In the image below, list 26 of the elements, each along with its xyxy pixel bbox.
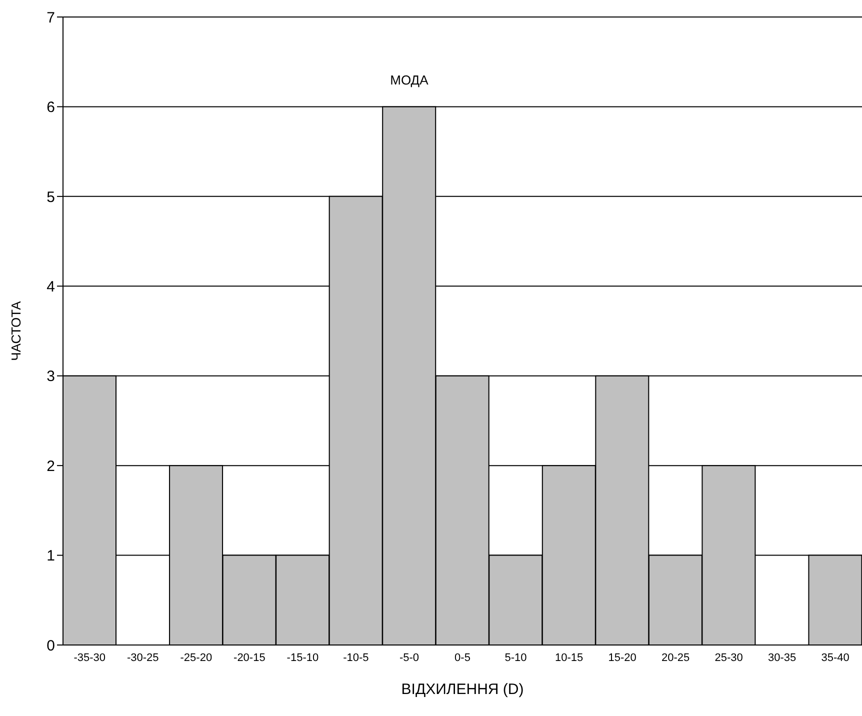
y-tick-label: 0 (46, 637, 55, 654)
y-tick-label: 1 (46, 548, 55, 565)
y-axis-title: ЧАСТОТА (8, 300, 24, 361)
x-axis-title: ВІДХИЛЕННЯ (D) (401, 681, 524, 698)
x-tick-label: -30-25 (127, 652, 159, 664)
x-tick-label: 20-25 (661, 652, 690, 664)
x-tick-label: -20-15 (234, 652, 266, 664)
y-tick-label: 6 (46, 99, 55, 116)
y-tick-label: 4 (46, 278, 55, 296)
x-tick-label: -25-20 (180, 652, 212, 664)
x-tick-label: 35-40 (821, 652, 850, 664)
x-tick-label: 25-30 (714, 652, 743, 664)
y-tick-label: 7 (46, 9, 55, 26)
y-tick-label: 5 (46, 188, 55, 206)
x-tick-label: -5-0 (399, 652, 420, 664)
x-tick-label: 5-10 (504, 652, 527, 664)
x-tick-label: 30-35 (768, 652, 796, 664)
annotation: МОДА (390, 72, 429, 88)
x-tick-label: -35-30 (74, 652, 106, 664)
x-tick-label: 10-15 (554, 652, 584, 664)
x-tick-label: 15-20 (608, 652, 636, 664)
x-tick-label: 0-5 (454, 652, 470, 664)
x-tick-label: -10-5 (343, 652, 369, 664)
y-tick-label: 2 (46, 458, 55, 475)
x-tick-label: -15-10 (286, 652, 319, 664)
y-tick-label: 3 (46, 368, 55, 386)
